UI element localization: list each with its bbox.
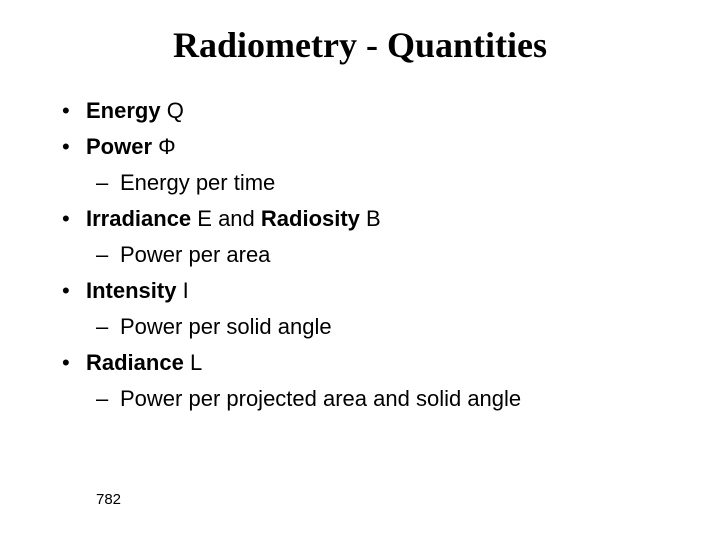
bullet-list: Energy Q Power Φ Energy per time Irradia… xyxy=(50,98,670,412)
slide-title: Radiometry - Quantities xyxy=(50,24,670,66)
irradiance-mid: E and xyxy=(191,206,261,231)
intensity-label: Intensity xyxy=(86,278,176,303)
irradiance-label: Irradiance xyxy=(86,206,191,231)
radiosity-label: Radiosity xyxy=(261,206,360,231)
item-intensity: Intensity I Power per solid angle xyxy=(86,278,670,340)
intensity-sublist: Power per solid angle xyxy=(86,314,670,340)
power-sub: Energy per time xyxy=(120,170,670,196)
item-radiance: Radiance L Power per projected area and … xyxy=(86,350,670,412)
intensity-symbol: I xyxy=(176,278,188,303)
energy-label: Energy xyxy=(86,98,161,123)
page-number: 782 xyxy=(96,491,121,508)
power-label: Power xyxy=(86,134,152,159)
power-sublist: Energy per time xyxy=(86,170,670,196)
power-symbol: Φ xyxy=(152,134,176,159)
radiance-sublist: Power per projected area and solid angle xyxy=(86,386,670,412)
radiance-sub: Power per projected area and solid angle xyxy=(120,386,670,412)
item-power: Power Φ Energy per time xyxy=(86,134,670,196)
irradiance-sublist: Power per area xyxy=(86,242,670,268)
item-energy: Energy Q xyxy=(86,98,670,124)
intensity-sub: Power per solid angle xyxy=(120,314,670,340)
item-irradiance: Irradiance E and Radiosity B Power per a… xyxy=(86,206,670,268)
slide: Radiometry - Quantities Energy Q Power Φ… xyxy=(0,0,720,540)
irradiance-sub: Power per area xyxy=(120,242,670,268)
radiance-label: Radiance xyxy=(86,350,184,375)
energy-symbol: Q xyxy=(161,98,184,123)
radiosity-symbol: B xyxy=(360,206,381,231)
radiance-symbol: L xyxy=(184,350,202,375)
